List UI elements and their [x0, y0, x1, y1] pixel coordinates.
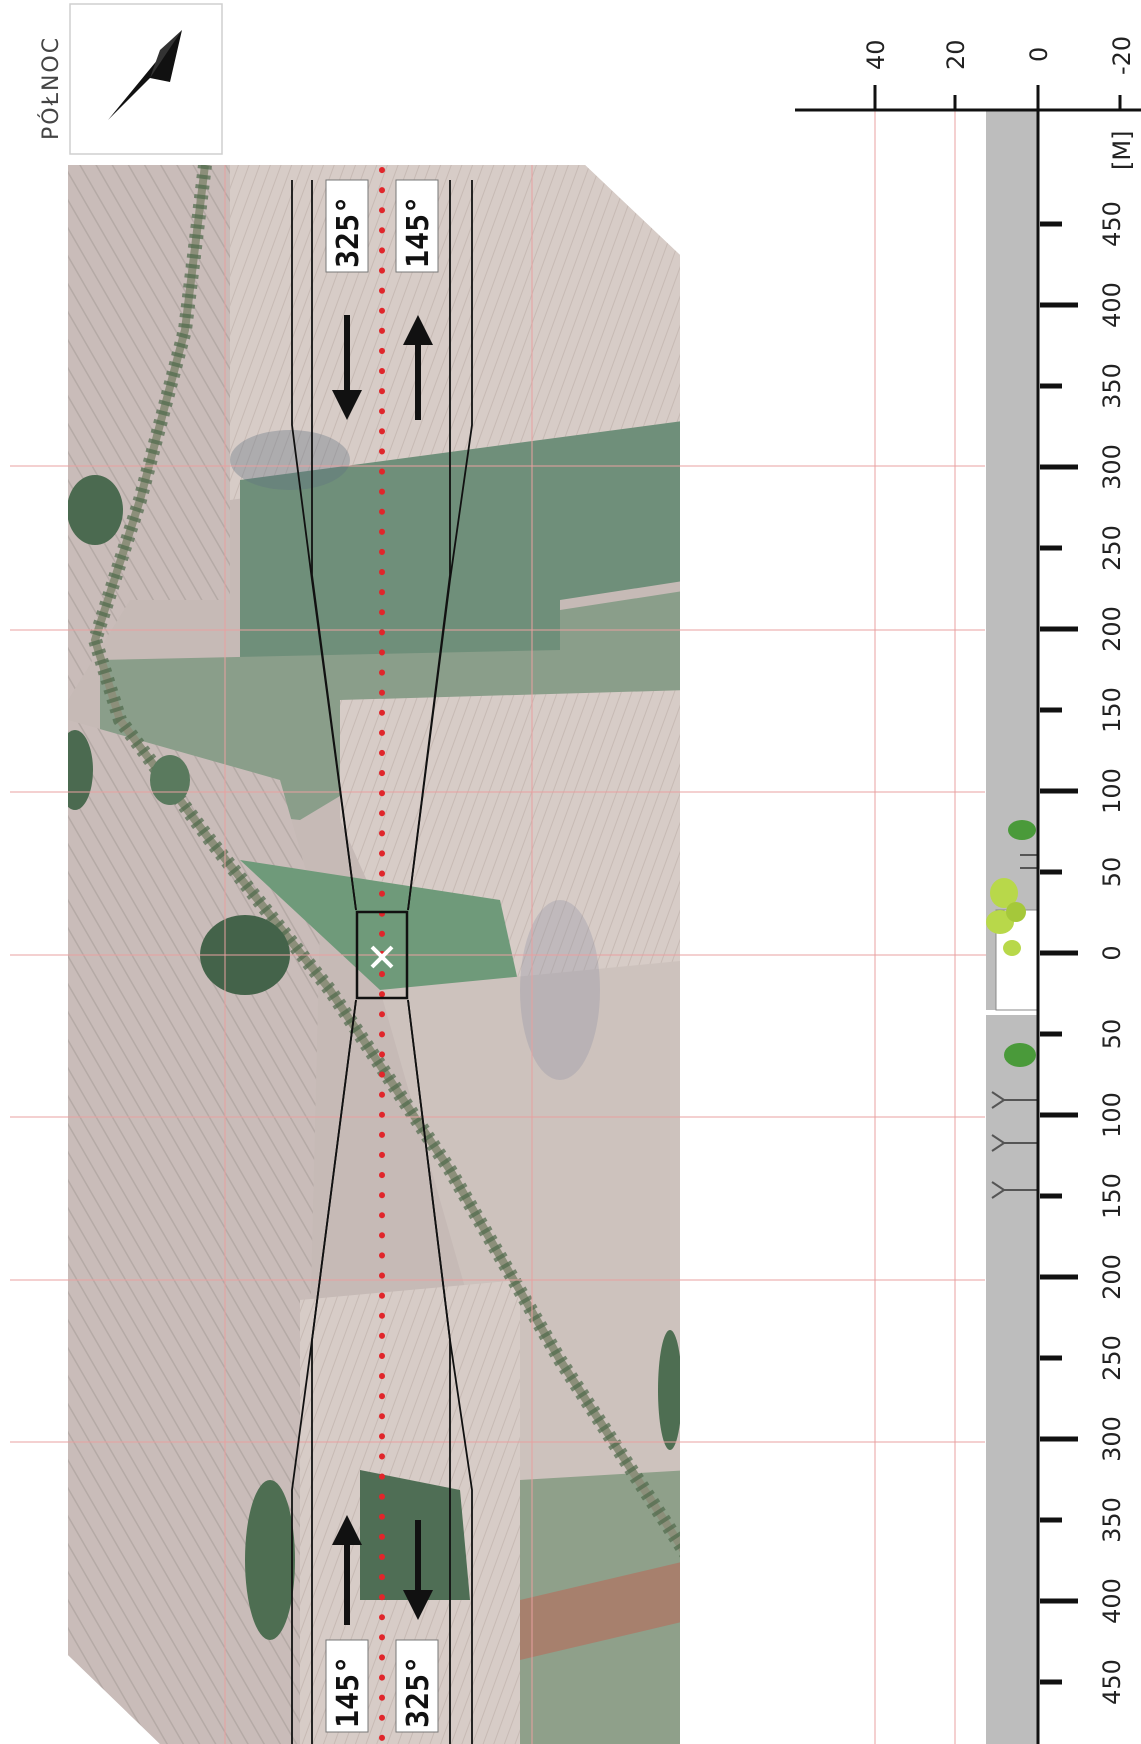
distance-label: 450: [1098, 201, 1126, 247]
arrow-up-icon-top: [403, 315, 433, 420]
arrow-down-icon-top: [332, 315, 362, 420]
aerial-photo: [68, 165, 680, 1744]
compass-label: PÓŁNOC: [38, 36, 64, 140]
svg-text:325°: 325°: [331, 196, 366, 268]
distance-label: 400: [1098, 1578, 1126, 1624]
distance-label: 200: [1098, 606, 1126, 652]
compass-box: PÓŁNOC: [38, 3, 223, 155]
distance-label: 400: [1098, 282, 1126, 328]
distance-label: 100: [1098, 768, 1126, 814]
arrow-up-icon-bottom: [332, 1515, 362, 1625]
tree-icon-group-south: [1004, 1043, 1036, 1067]
distance-label: 250: [1098, 1335, 1126, 1381]
distance-label: 200: [1098, 1254, 1126, 1300]
heading-label-top-left: 325°: [325, 179, 369, 273]
distance-label: 350: [1098, 1497, 1126, 1543]
north-arrow-icon: [108, 30, 182, 120]
distance-label: 450: [1098, 1659, 1126, 1705]
map-grid: [10, 110, 1000, 1744]
elevation-axis: 40 20 0 -20 [M]: [795, 36, 1141, 170]
distance-label: 150: [1098, 1173, 1126, 1219]
svg-text:325°: 325°: [401, 1656, 436, 1728]
runway-threshold-x-icon: [355, 910, 409, 1000]
elevation-tick-0: 0: [1025, 47, 1053, 62]
distance-label: 50: [1098, 857, 1126, 888]
elevation-tick-20: 20: [942, 39, 970, 70]
distance-label: 300: [1098, 444, 1126, 490]
elevation-tick-40: 40: [862, 39, 890, 70]
unit-label: [M]: [1108, 131, 1136, 170]
elevation-tick-minus20: -20: [1108, 36, 1136, 75]
distance-label: 150: [1098, 687, 1126, 733]
heading-label-bottom-right: 325°: [395, 1639, 439, 1733]
distance-label: 300: [1098, 1416, 1126, 1462]
svg-text:145°: 145°: [401, 196, 436, 268]
tree-icon-group-north: [986, 820, 1036, 956]
heading-label-bottom-left: 145°: [325, 1639, 369, 1733]
approach-surface: [291, 180, 473, 1744]
svg-text:145°: 145°: [331, 1656, 366, 1728]
distance-axis: 450 400 350 300 250 200 150 100 50 0 50 100 150 200 25…: [1036, 110, 1126, 1744]
arrow-down-icon-bottom: [403, 1520, 433, 1620]
terrain-profile: [986, 110, 1039, 1744]
pole-icons: [991, 854, 1038, 1199]
distance-label: 50: [1098, 1019, 1126, 1050]
distance-label: 100: [1098, 1092, 1126, 1138]
distance-label: 250: [1098, 525, 1126, 571]
distance-label: 0: [1098, 945, 1126, 960]
heading-label-top-right: 145°: [395, 179, 439, 273]
distance-label: 350: [1098, 363, 1126, 409]
